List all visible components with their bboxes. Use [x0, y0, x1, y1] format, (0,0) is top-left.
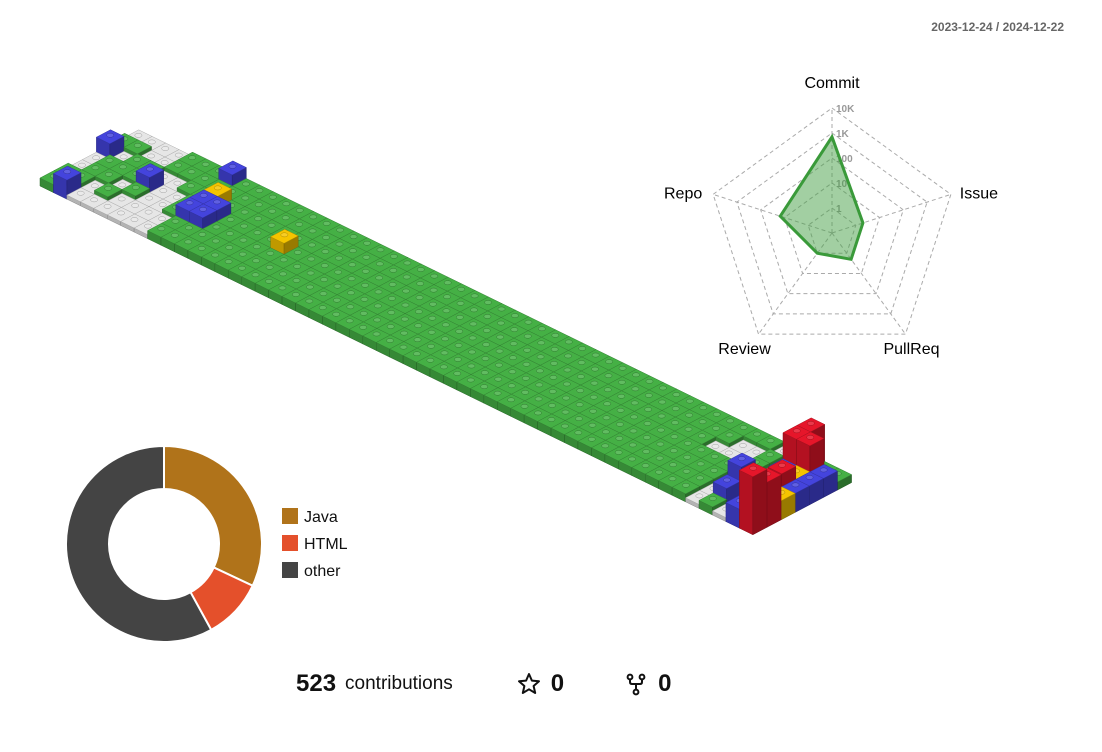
radar-axis-labels: Commit Issue PullReq Review Repo [664, 75, 998, 358]
radar-axis-label: Issue [960, 185, 998, 202]
radar-tick-label: 1K [836, 129, 850, 140]
contributions-count: 523 [296, 670, 337, 697]
legend-item: Java [282, 508, 338, 526]
radar-series-area [778, 133, 865, 262]
forks-stat: 0 [624, 670, 672, 698]
legend-swatch [282, 508, 298, 524]
contributions-stat: 523 contributions [296, 670, 453, 698]
radar-tick-label: 10K [836, 104, 855, 115]
donut-slice [65, 444, 213, 643]
stars-count: 0 [550, 670, 565, 697]
date-range: 2023-12-24 / 2024-12-22 [931, 20, 1064, 34]
legend-label: other [304, 563, 341, 580]
stars-stat: 0 [517, 670, 564, 698]
calendar-cell [738, 462, 768, 536]
legend-item: HTML [282, 535, 348, 553]
stats-bar: 523 contributions 0 0 [296, 667, 672, 701]
legend-label: Java [304, 509, 338, 526]
radar-tick-label: 100 [836, 154, 853, 165]
legend-swatch [282, 535, 298, 551]
legend-label: HTML [304, 536, 348, 553]
donut-slice [163, 444, 263, 588]
contributions-label: contributions [345, 673, 453, 694]
radar-axis-label: PullReq [883, 341, 939, 358]
legend-swatch [282, 562, 298, 578]
radar-axis-label: Review [718, 341, 771, 358]
forks-count: 0 [658, 670, 672, 697]
radar-grid-ring [760, 157, 904, 295]
radar-axis-label: Repo [664, 185, 702, 202]
legend-item: other [282, 562, 341, 580]
radar-grid-ring [712, 107, 952, 335]
fork-icon [626, 673, 646, 696]
star-icon [517, 673, 540, 694]
radar-axis-label: Commit [804, 75, 860, 92]
